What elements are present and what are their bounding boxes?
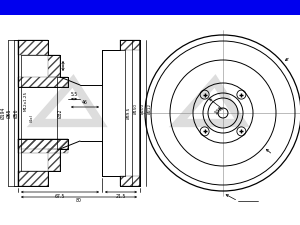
Text: Ø65: Ø65 [7,108,11,118]
Bar [18,40,48,55]
Text: Ø194: Ø194 [1,107,5,119]
Bar [18,171,48,186]
Text: 67.5: 67.5 [55,194,65,198]
Text: (4x): (4x) [30,114,34,122]
Bar [120,176,140,186]
Text: Ø212: Ø212 [148,103,152,113]
Text: Ø56: Ø56 [14,108,19,118]
Text: Ø150: Ø150 [134,103,138,113]
Bar [48,149,60,171]
Text: 108: 108 [214,106,224,116]
Bar [120,40,140,50]
Bar [18,77,68,87]
Text: 21.5: 21.5 [116,194,126,198]
Text: 80: 80 [76,198,82,203]
Text: 24.0218-0020.1: 24.0218-0020.1 [54,2,146,13]
Text: 480074: 480074 [198,2,242,13]
Text: Ø200: Ø200 [141,102,145,114]
Bar [48,55,60,77]
Text: Ø32: Ø32 [58,108,62,118]
Bar [0,0,300,15]
Bar [18,139,68,153]
Text: M12x1.25: M12x1.25 [24,91,28,111]
Text: 5.5: 5.5 [70,92,78,97]
Text: 46: 46 [82,101,88,106]
Bar [18,139,68,149]
Text: Ø49.5: Ø49.5 [127,107,131,119]
